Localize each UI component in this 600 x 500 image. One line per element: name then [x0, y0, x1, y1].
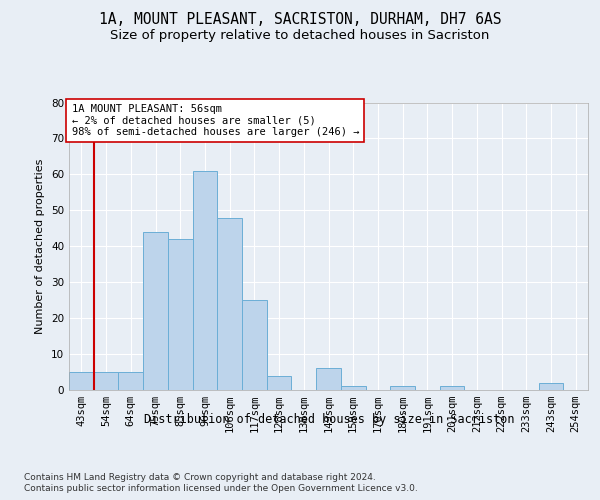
Bar — [390, 386, 415, 390]
Text: Contains HM Land Registry data © Crown copyright and database right 2024.: Contains HM Land Registry data © Crown c… — [24, 472, 376, 482]
Text: Contains public sector information licensed under the Open Government Licence v3: Contains public sector information licen… — [24, 484, 418, 493]
Bar — [217, 218, 242, 390]
Bar — [539, 383, 563, 390]
Bar — [193, 171, 217, 390]
Bar — [69, 372, 94, 390]
Bar — [168, 239, 193, 390]
Bar — [143, 232, 168, 390]
Bar — [316, 368, 341, 390]
Bar — [341, 386, 365, 390]
Text: Size of property relative to detached houses in Sacriston: Size of property relative to detached ho… — [110, 29, 490, 42]
Text: 1A, MOUNT PLEASANT, SACRISTON, DURHAM, DH7 6AS: 1A, MOUNT PLEASANT, SACRISTON, DURHAM, D… — [99, 12, 501, 28]
Bar — [440, 386, 464, 390]
Bar — [242, 300, 267, 390]
Text: 1A MOUNT PLEASANT: 56sqm
← 2% of detached houses are smaller (5)
98% of semi-det: 1A MOUNT PLEASANT: 56sqm ← 2% of detache… — [71, 104, 359, 137]
Y-axis label: Number of detached properties: Number of detached properties — [35, 158, 46, 334]
Bar — [118, 372, 143, 390]
Bar — [94, 372, 118, 390]
Text: Distribution of detached houses by size in Sacriston: Distribution of detached houses by size … — [143, 412, 514, 426]
Bar — [267, 376, 292, 390]
